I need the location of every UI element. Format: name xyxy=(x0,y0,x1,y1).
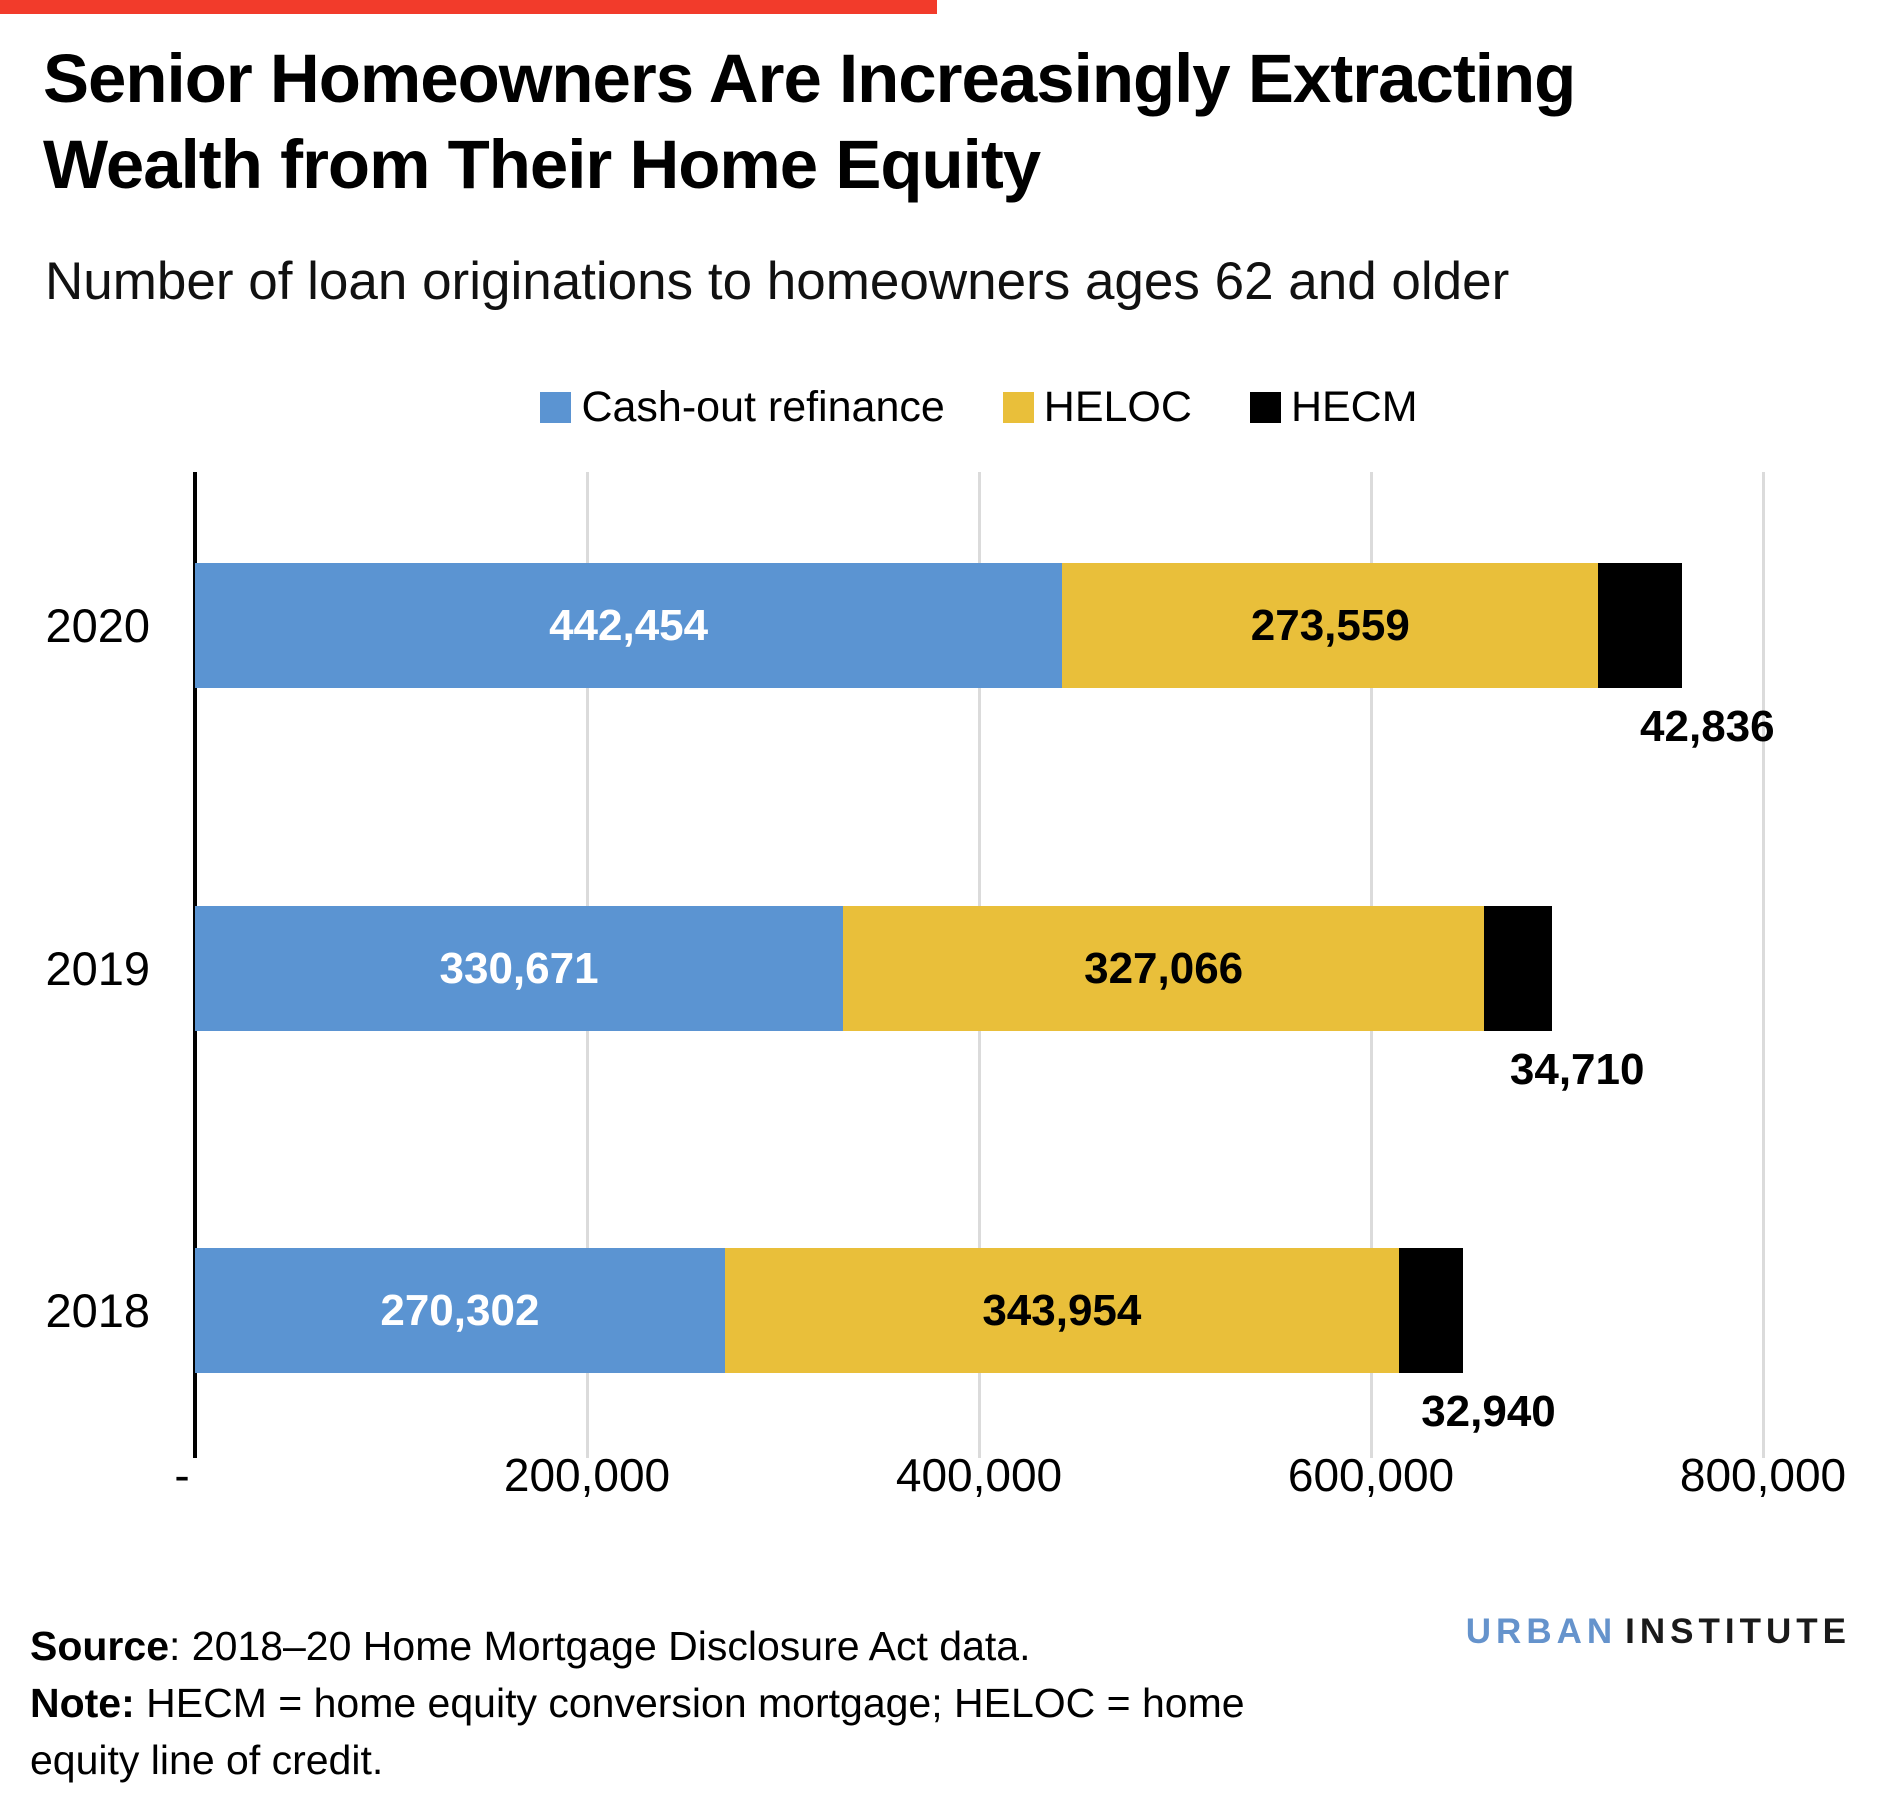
value-label-2020-heloc: 273,559 xyxy=(1250,600,1410,650)
legend-item-cash-out-refinance: Cash-out refinance xyxy=(540,383,945,432)
legend-swatch-cash-out-refinance xyxy=(540,392,572,423)
gridline-800000 xyxy=(1762,472,1765,1458)
x-tick-zero: - xyxy=(174,1449,190,1501)
footnote: Source: 2018–20 Home Mortgage Disclosure… xyxy=(30,1618,1390,1789)
value-label-2018-heloc: 343,954 xyxy=(982,1285,1142,1335)
chart-title-line2: Wealth from Their Home Equity xyxy=(43,126,1041,203)
value-label-2020-hecm: 42,836 xyxy=(1640,702,1775,751)
bar-segment-2019-hecm xyxy=(1484,906,1553,1031)
value-label-2018-cash-out-refinance: 270,302 xyxy=(380,1285,540,1335)
value-label-2020-cash-out-refinance: 442,454 xyxy=(549,600,709,650)
bar-segment-2018-heloc: 343,954 xyxy=(724,1248,1399,1373)
value-label-2019-hecm: 34,710 xyxy=(1509,1045,1645,1094)
legend-item-hecm: HECM xyxy=(1249,383,1418,432)
value-label-2019-cash-out-refinance: 330,671 xyxy=(439,943,599,993)
note-text-line2: equity line of credit. xyxy=(30,1737,384,1783)
chart-subtitle: Number of loan originations to homeowner… xyxy=(45,252,1510,311)
bar-segment-2019-heloc: 327,066 xyxy=(843,906,1485,1031)
top-progress-bar xyxy=(0,0,937,14)
value-label-2018-hecm: 32,940 xyxy=(1421,1387,1556,1436)
bar-segment-2018-hecm xyxy=(1398,1248,1464,1373)
urban-institute-logo: URBAN INSTITUTE xyxy=(1466,1612,1851,1652)
note-line: Note: HECM = home equity conversion mort… xyxy=(30,1675,1390,1789)
x-tick-600000: 600,000 xyxy=(1287,1449,1455,1501)
legend-label-hecm: HECM xyxy=(1290,383,1418,431)
x-tick-200000: 200,000 xyxy=(503,1449,671,1501)
source-label: Source xyxy=(30,1623,169,1669)
legend-label-cash-out-refinance: Cash-out refinance xyxy=(581,383,945,431)
legend-swatch-heloc xyxy=(1002,392,1034,423)
x-tick-400000: 400,000 xyxy=(895,1449,1063,1501)
bar-segment-2020-cash-out-refinance: 442,454 xyxy=(195,563,1063,688)
source-text: : 2018–20 Home Mortgage Disclosure Act d… xyxy=(169,1623,1031,1669)
legend-swatch-hecm xyxy=(1249,392,1281,423)
year-label-2020: 2020 xyxy=(45,599,150,652)
bar-segment-2018-cash-out-refinance: 270,302 xyxy=(195,1248,725,1373)
year-label-2018: 2018 xyxy=(45,1284,150,1337)
chart-title: Senior Homeowners Are Increasingly Extra… xyxy=(43,36,1803,208)
x-tick-800000: 800,000 xyxy=(1679,1449,1847,1501)
logo-institute: INSTITUTE xyxy=(1625,1612,1851,1651)
legend: Cash-out refinance HELOC HECM xyxy=(195,383,1763,432)
note-label: Note: xyxy=(30,1680,135,1726)
legend-label-heloc: HELOC xyxy=(1043,383,1192,431)
bar-segment-2020-heloc: 273,559 xyxy=(1062,563,1599,688)
source-line: Source: 2018–20 Home Mortgage Disclosure… xyxy=(30,1618,1390,1675)
bar-segment-2020-hecm xyxy=(1598,563,1683,688)
bar-segment-2019-cash-out-refinance: 330,671 xyxy=(195,906,844,1031)
chart-title-line1: Senior Homeowners Are Increasingly Extra… xyxy=(43,40,1576,117)
note-text: HECM = home equity conversion mortgage; … xyxy=(134,1680,1245,1726)
year-label-2019: 2019 xyxy=(45,942,150,995)
value-label-2019-heloc: 327,066 xyxy=(1084,943,1244,993)
logo-urban: URBAN xyxy=(1465,1612,1618,1651)
legend-item-heloc: HELOC xyxy=(1002,383,1192,432)
